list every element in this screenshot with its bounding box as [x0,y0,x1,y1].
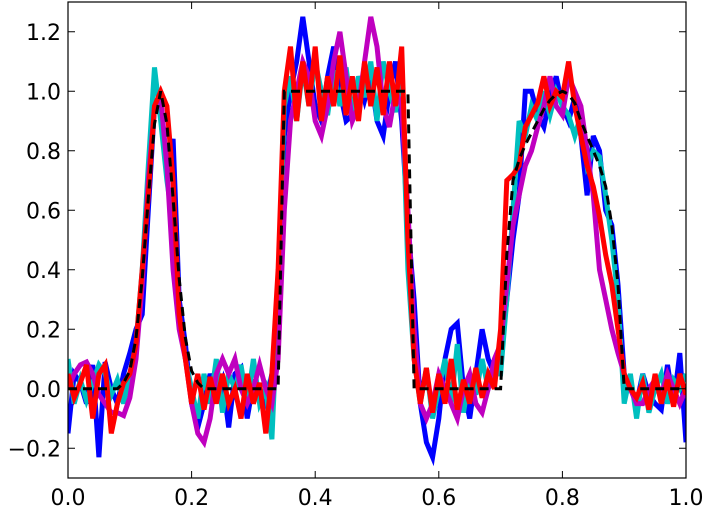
y-tick-label: 0.6 [26,199,61,224]
x-tick-label: 1.0 [669,486,704,509]
plot-frame [67,1,687,479]
y-tick-label: 1.2 [26,21,61,46]
y-tick-label: 0.4 [26,259,61,284]
x-tick-label: 0.6 [421,486,456,509]
series-line-3 [68,46,686,434]
y-tick-label: 0.2 [26,318,61,343]
x-tick-label: 0.2 [174,486,209,509]
series-line-4 [68,89,686,391]
x-tick-label: 0.0 [51,486,86,509]
y-tick-label: 0.0 [26,378,61,403]
x-tick-label: 0.4 [298,486,333,509]
y-tick-label: −0.2 [8,437,61,462]
tick-layer: 0.0 0.2 0.4 0.6 0.8 1.0 −0.2 0.0 0.2 0.4 0.6 0.8 1.0… [8,2,704,511]
x-tick-label: 0.8 [545,486,580,509]
y-tick-label: 1.0 [26,80,61,105]
series-layer [68,16,686,467]
series-line-2 [68,16,686,449]
y-tick-label: 0.8 [26,140,61,165]
